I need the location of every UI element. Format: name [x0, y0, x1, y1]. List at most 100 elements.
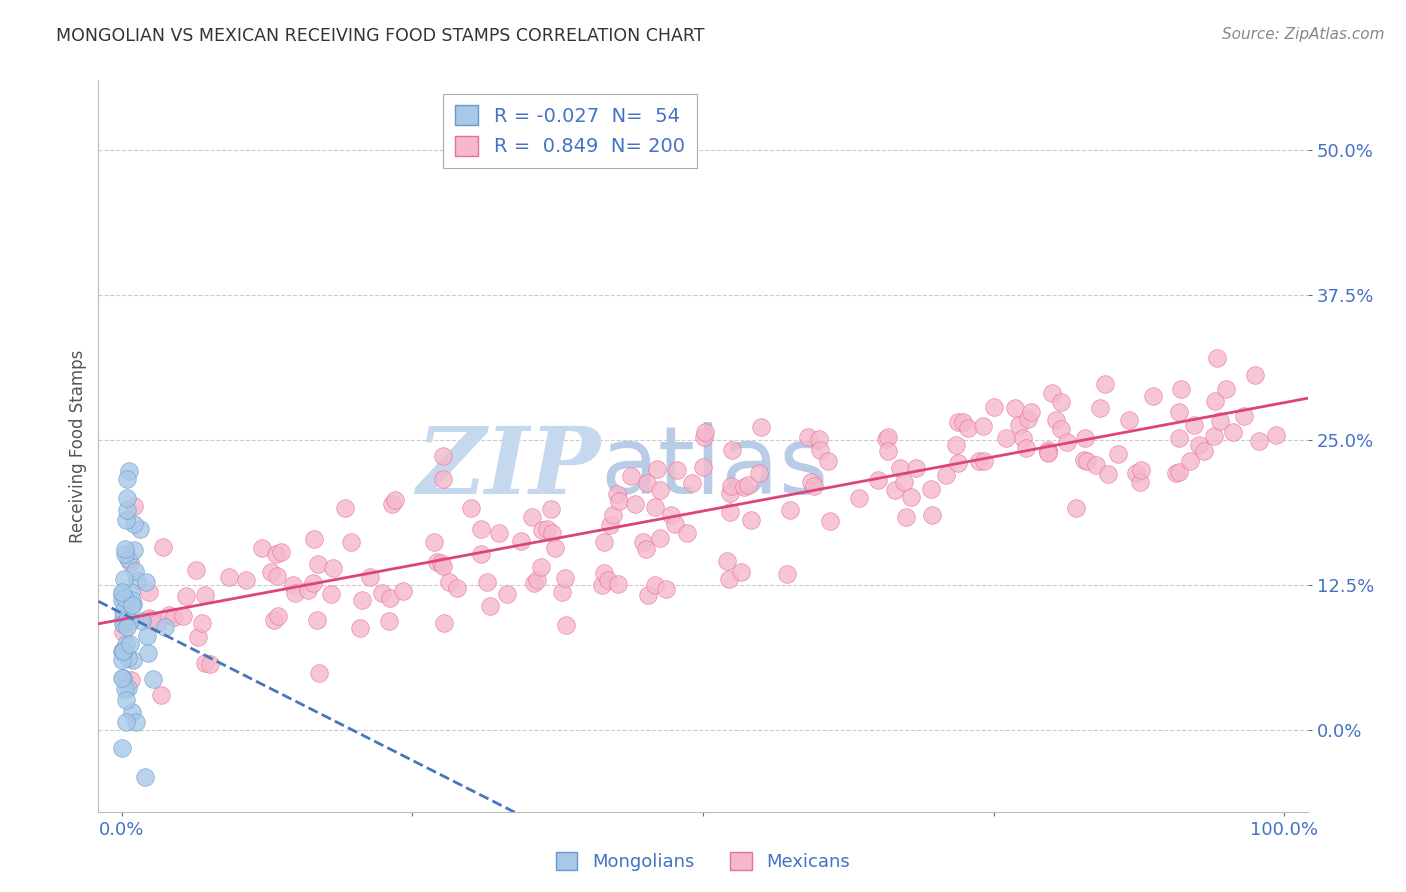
Point [117, 552, 139, 566]
Y-axis label: Receiving Food Stamps: Receiving Food Stamps [69, 350, 87, 542]
Point [1074, 431, 1097, 445]
Point [121, 598, 143, 612]
Point [281, 578, 304, 592]
Point [1050, 422, 1073, 436]
Point [218, 569, 240, 583]
Point [1205, 351, 1227, 365]
Point [1182, 417, 1205, 432]
Point [1232, 409, 1254, 423]
Point [153, 620, 176, 634]
Point [866, 473, 889, 487]
Point [1167, 431, 1189, 445]
Point [191, 616, 214, 631]
Point [118, 555, 141, 569]
Point [967, 454, 990, 468]
Point [446, 582, 468, 596]
Point [115, 693, 138, 707]
Point [131, 614, 153, 628]
Point [111, 587, 134, 601]
Point [371, 586, 394, 600]
Point [675, 526, 697, 541]
Point [1209, 413, 1232, 427]
Point [1094, 376, 1116, 391]
Point [117, 681, 139, 695]
Point [946, 415, 969, 429]
Point [602, 508, 624, 523]
Point [115, 491, 138, 505]
Point [381, 497, 404, 511]
Point [737, 478, 759, 492]
Point [730, 565, 752, 579]
Point [432, 558, 454, 573]
Point [945, 438, 967, 452]
Point [122, 517, 145, 532]
Point [555, 618, 578, 632]
Point [779, 503, 801, 517]
Point [122, 543, 145, 558]
Point [510, 533, 533, 548]
Text: MONGOLIAN VS MEXICAN RECEIVING FOOD STAMPS CORRELATION CHART: MONGOLIAN VS MEXICAN RECEIVING FOOD STAM… [56, 27, 704, 45]
Point [607, 494, 630, 508]
Point [1066, 500, 1088, 515]
Point [541, 525, 564, 540]
Point [184, 563, 207, 577]
Point [650, 531, 672, 545]
Point [488, 526, 510, 541]
Text: Source: ZipAtlas.com: Source: ZipAtlas.com [1222, 27, 1385, 42]
Point [138, 584, 160, 599]
Point [120, 584, 142, 599]
Point [118, 464, 141, 478]
Point [637, 588, 659, 602]
Point [972, 418, 994, 433]
Point [1170, 382, 1192, 396]
Point [952, 415, 974, 429]
Point [302, 532, 325, 546]
Point [716, 554, 738, 568]
Point [432, 450, 454, 464]
Point [297, 583, 319, 598]
Point [174, 589, 197, 603]
Point [1118, 413, 1140, 427]
Point [599, 518, 621, 533]
Point [423, 535, 446, 549]
Point [1097, 467, 1119, 481]
Point [1167, 465, 1189, 479]
Point [115, 513, 138, 527]
Point [550, 585, 572, 599]
Point [125, 715, 148, 730]
Point [877, 444, 900, 458]
Point [1194, 444, 1216, 458]
Point [1129, 475, 1152, 489]
Point [693, 430, 716, 444]
Point [340, 535, 363, 549]
Point [127, 573, 149, 587]
Point [1164, 466, 1187, 480]
Point [644, 500, 666, 515]
Point [429, 556, 451, 570]
Point [194, 656, 217, 670]
Point [335, 501, 357, 516]
Point [114, 541, 136, 556]
Point [1125, 466, 1147, 480]
Point [665, 463, 688, 477]
Point [1073, 453, 1095, 467]
Point [121, 593, 143, 607]
Point [1056, 434, 1078, 449]
Point [820, 514, 842, 528]
Point [681, 476, 703, 491]
Point [146, 615, 169, 630]
Point [115, 613, 138, 627]
Point [540, 501, 562, 516]
Point [883, 483, 905, 497]
Point [437, 574, 460, 589]
Point [817, 454, 839, 468]
Point [139, 613, 162, 627]
Point [733, 480, 755, 494]
Point [121, 705, 143, 719]
Point [142, 672, 165, 686]
Point [526, 573, 548, 587]
Point [426, 555, 449, 569]
Point [270, 545, 292, 559]
Point [136, 629, 159, 643]
Point [118, 637, 141, 651]
